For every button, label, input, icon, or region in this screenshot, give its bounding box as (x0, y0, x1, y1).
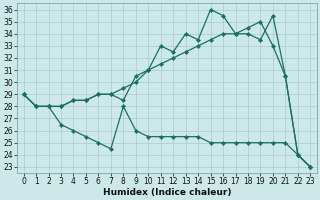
X-axis label: Humidex (Indice chaleur): Humidex (Indice chaleur) (103, 188, 231, 197)
